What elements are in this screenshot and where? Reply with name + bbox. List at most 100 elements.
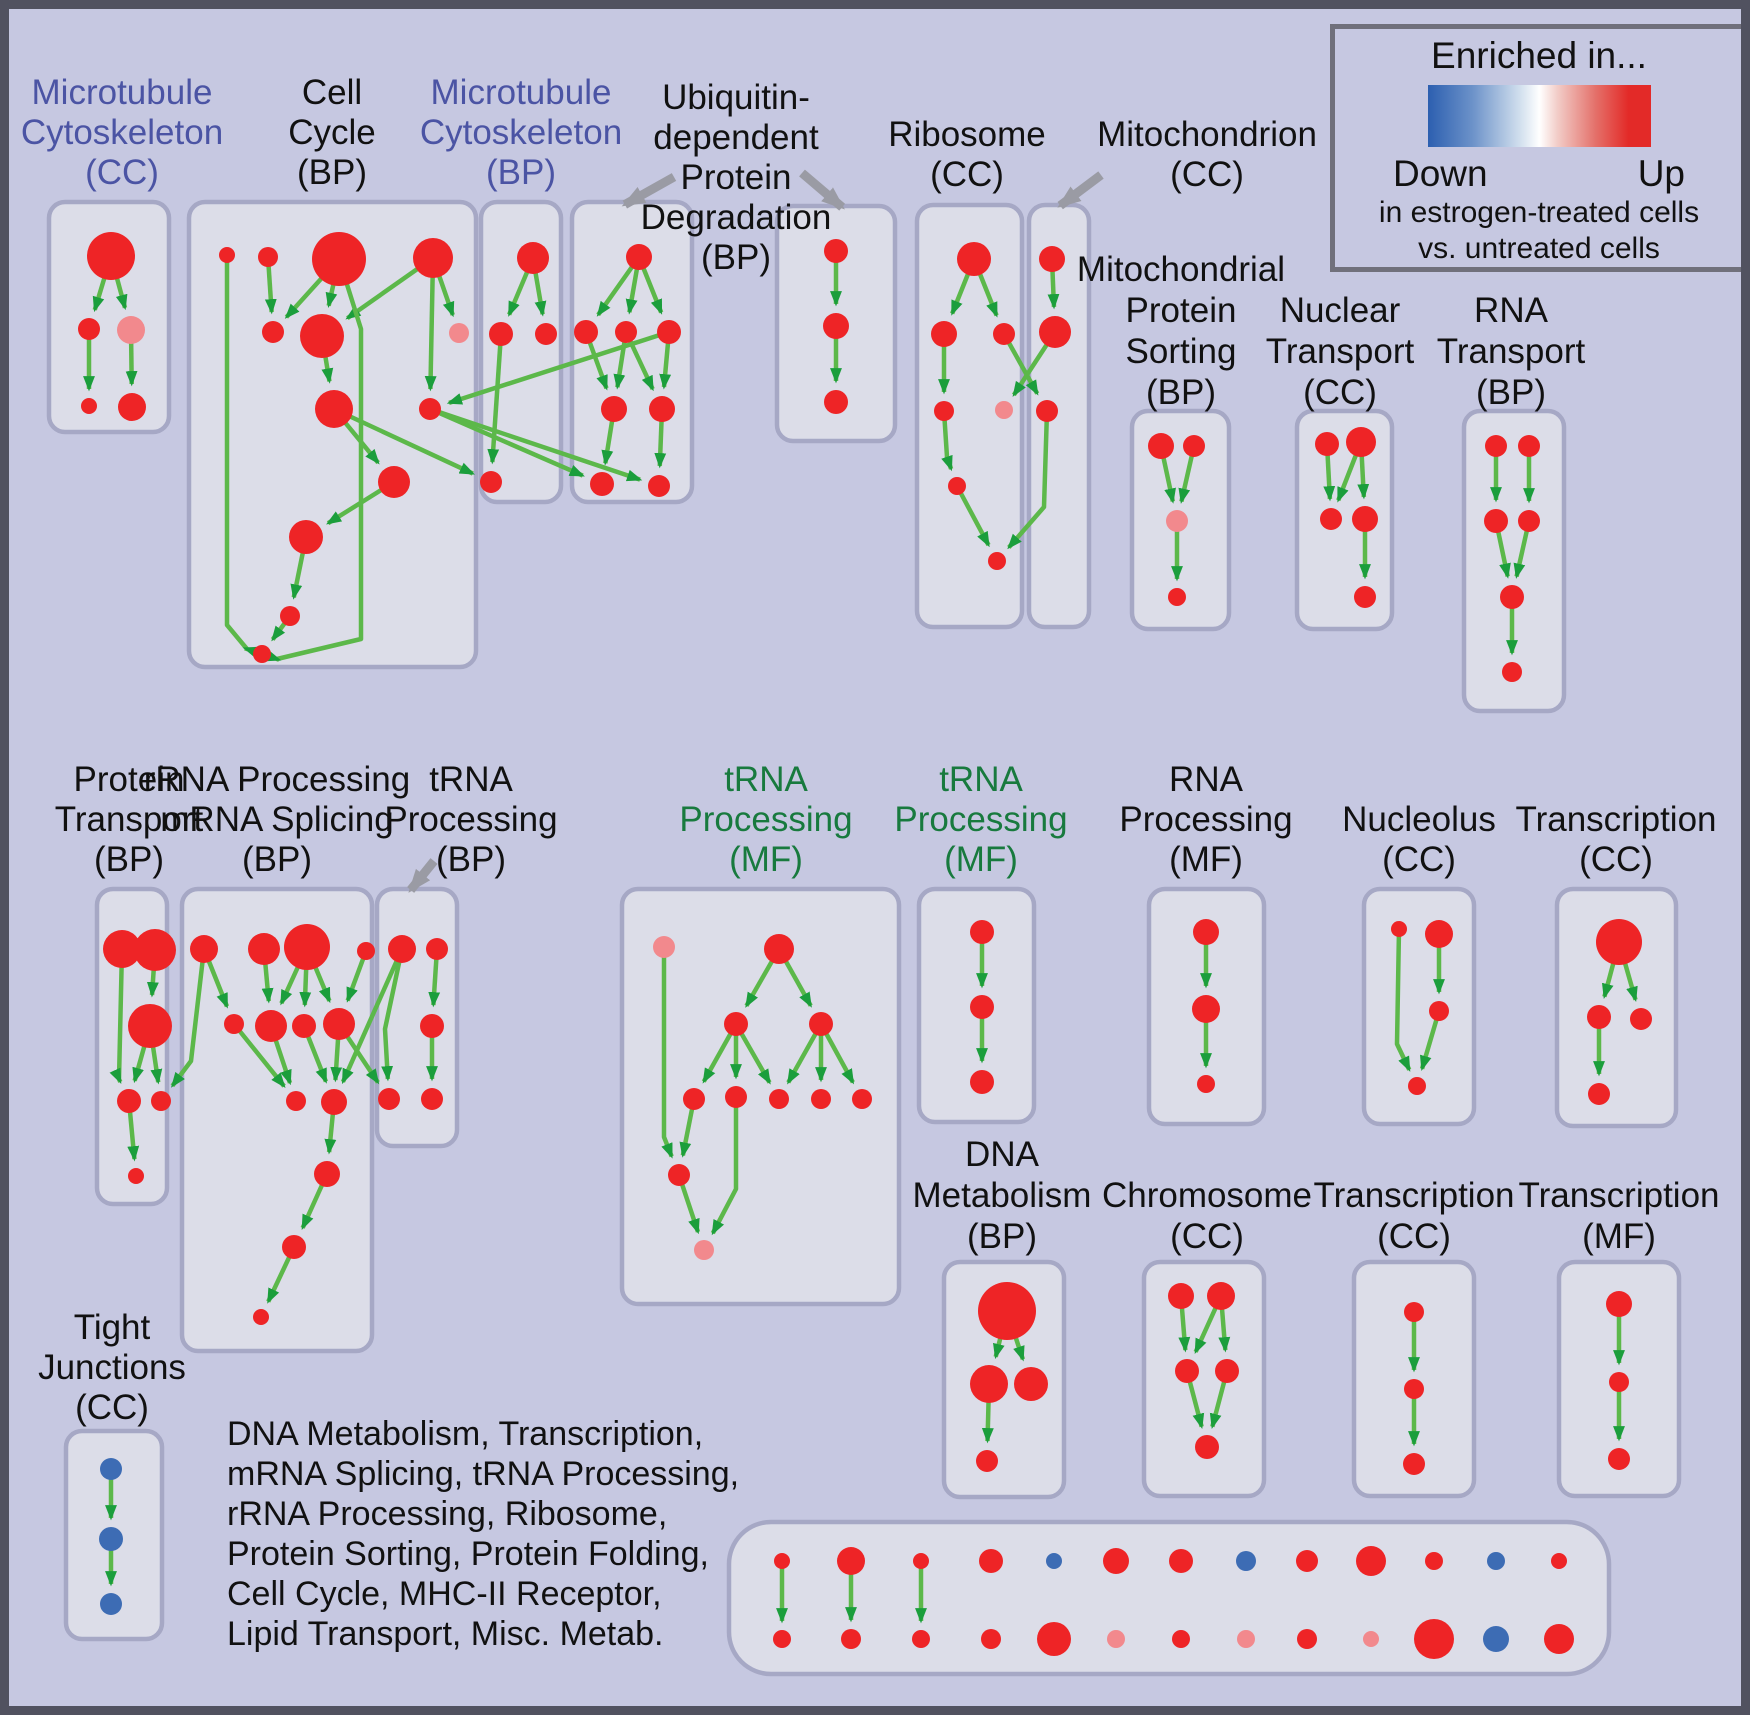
go-term-node (1046, 1553, 1062, 1569)
go-term-node (694, 1240, 714, 1260)
go-term-node (134, 929, 176, 971)
go-term-node (1404, 1379, 1424, 1399)
cluster-label-mt_bp: Microtubule Cytoskeleton (BP) (420, 73, 622, 192)
category-summary-text: DNA Metabolism, Transcription, mRNA Splic… (227, 1414, 739, 1654)
cluster-box-rnat (1461, 408, 1567, 714)
go-term-node (1039, 316, 1071, 348)
legend-subtitle-1: in estrogen-treated cells (1378, 196, 1700, 229)
go-term-node (1500, 585, 1524, 609)
go-term-node (1425, 920, 1453, 948)
go-term-node (1630, 1008, 1652, 1030)
go-term-node (979, 1549, 1003, 1573)
go-term-node (970, 1365, 1008, 1403)
cluster-label-tm1: tRNA Processing (MF) (679, 760, 852, 879)
enrichment-edge (661, 947, 674, 1159)
enrichment-edge (1419, 1010, 1442, 1072)
legend-subtitle-2: vs. untreated cells (1418, 232, 1660, 265)
go-term-node (413, 238, 453, 278)
go-term-node (378, 466, 410, 498)
enrichment-edge (955, 484, 991, 548)
go-term-node (312, 232, 366, 286)
legend-endpoints: Down Up (1393, 153, 1685, 195)
cluster-label-t3: Transcription (MF) (1519, 1176, 1720, 1256)
go-term-node (1414, 1619, 1454, 1659)
go-term-node (1193, 919, 1219, 945)
go-term-node (1297, 1629, 1317, 1649)
cluster-label-tm2: tRNA Processing (MF) (894, 760, 1067, 879)
legend-up-label: Up (1637, 153, 1685, 194)
go-term-node (668, 1164, 690, 1186)
enrichment-edge (1394, 928, 1412, 1072)
label-pointer-arrow (407, 858, 438, 893)
go-term-node (626, 244, 652, 270)
go-term-node (769, 1089, 789, 1109)
go-term-node (1183, 435, 1205, 457)
go-term-node (1296, 1550, 1318, 1572)
go-term-node (995, 401, 1013, 419)
multi-category-box (726, 1519, 1612, 1677)
go-term-node (773, 1630, 791, 1648)
cluster-label-mps: Mitochondrial Protein Sorting (BP) (1077, 250, 1285, 412)
go-term-node (314, 1161, 340, 1187)
go-term-node (535, 323, 557, 345)
go-term-node (1551, 1553, 1567, 1569)
go-term-node (1166, 510, 1188, 532)
go-term-node (248, 933, 280, 965)
go-term-node (1346, 427, 1376, 457)
label-pointer-arrow (621, 173, 677, 209)
cluster-label-rp: RNA Processing (MF) (1119, 760, 1292, 879)
go-term-node (1425, 1552, 1443, 1570)
cluster-box-tc (1554, 886, 1679, 1129)
go-term-node (388, 935, 416, 963)
cluster-box-rrna (179, 886, 375, 1354)
go-term-node (657, 320, 681, 344)
go-term-node (449, 323, 469, 343)
go-term-node (957, 242, 991, 276)
cluster-label-cell_cycle: Cell Cycle (BP) (288, 73, 376, 192)
cluster-box-cell_cycle (186, 199, 479, 670)
go-term-node (841, 1629, 861, 1649)
go-term-node (286, 1091, 306, 1111)
go-term-node (1518, 435, 1540, 457)
go-term-node (1148, 433, 1174, 459)
cross-cluster-edge (1002, 332, 1040, 396)
cluster-label-dm: DNA Metabolism (BP) (913, 1135, 1092, 1256)
go-term-node (852, 1089, 872, 1109)
go-term-node (1352, 506, 1378, 532)
go-term-node (87, 232, 135, 280)
go-term-node (1608, 1448, 1630, 1470)
go-term-node (1039, 246, 1065, 272)
go-term-node (1429, 1001, 1449, 1021)
go-term-node (1107, 1630, 1125, 1648)
go-term-node (300, 314, 344, 358)
go-term-node (1587, 1005, 1611, 1029)
legend-title: Enriched in... (1431, 35, 1647, 76)
enrichment-edge (424, 257, 437, 392)
go-term-node (420, 1014, 444, 1038)
go-term-node (1408, 1077, 1426, 1095)
go-term-node (824, 390, 848, 414)
label-pointer-arrow (799, 169, 846, 211)
go-term-node (1403, 1453, 1425, 1475)
go-term-node (1483, 1626, 1509, 1652)
go-term-node (517, 242, 549, 274)
go-term-node (1215, 1359, 1239, 1383)
go-term-node (1404, 1302, 1424, 1322)
go-term-node (912, 1630, 930, 1648)
go-term-node (253, 645, 271, 663)
go-term-node (255, 1010, 287, 1042)
go-term-node (809, 1012, 833, 1036)
go-term-node (190, 935, 218, 963)
category-summary-line: Protein Sorting, Protein Folding, (227, 1535, 709, 1573)
cluster-box-mt_cc (46, 199, 172, 435)
category-summary-line: Cell Cycle, MHC-II Receptor, (227, 1575, 662, 1613)
go-term-node (128, 1168, 144, 1184)
go-term-node (1391, 921, 1407, 937)
go-term-node (323, 1008, 355, 1040)
go-term-node (100, 1458, 122, 1480)
go-term-node (1315, 432, 1339, 456)
go-term-node (421, 1088, 443, 1110)
cluster-label-rrna: rRNA Processing mRNA Splicing (BP) (144, 760, 410, 879)
go-term-node (1484, 509, 1508, 533)
